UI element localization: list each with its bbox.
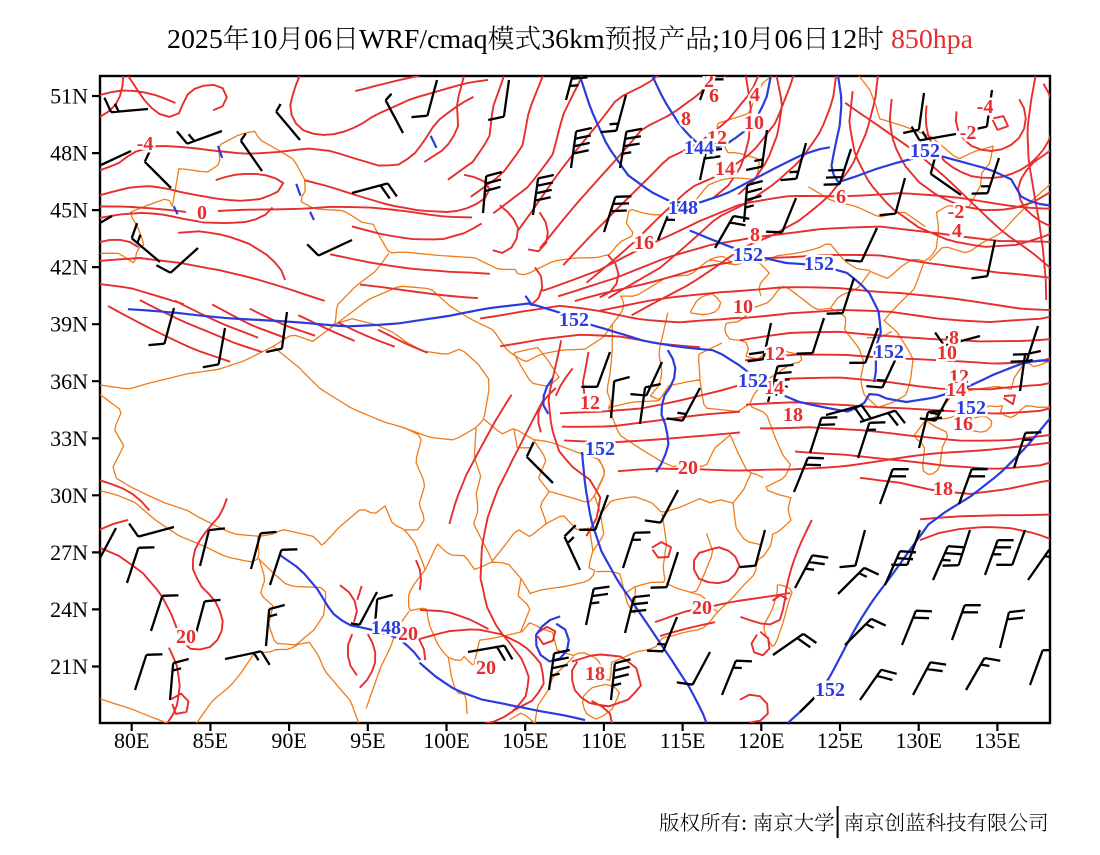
svg-text:12: 12 bbox=[765, 343, 785, 365]
svg-text:152: 152 bbox=[804, 253, 834, 275]
svg-text:16: 16 bbox=[953, 413, 973, 435]
svg-text:115E: 115E bbox=[660, 728, 706, 753]
svg-text:-2: -2 bbox=[948, 201, 965, 223]
svg-text:24N: 24N bbox=[50, 597, 88, 622]
svg-text:152: 152 bbox=[815, 679, 845, 701]
svg-text:45N: 45N bbox=[50, 198, 88, 223]
svg-text:152: 152 bbox=[874, 341, 904, 363]
svg-text:110E: 110E bbox=[581, 728, 627, 753]
svg-text:850hpa: 850hpa bbox=[891, 24, 973, 55]
svg-text:4: 4 bbox=[750, 84, 760, 106]
svg-text:20: 20 bbox=[176, 626, 196, 648]
svg-text:20: 20 bbox=[678, 457, 698, 479]
svg-text:18: 18 bbox=[585, 663, 605, 685]
svg-text:42N: 42N bbox=[50, 255, 88, 280]
svg-text:120E: 120E bbox=[738, 728, 784, 753]
svg-text:152: 152 bbox=[910, 140, 940, 162]
svg-text:6: 6 bbox=[836, 186, 846, 208]
svg-text:85E: 85E bbox=[193, 728, 228, 753]
svg-text:130E: 130E bbox=[895, 728, 941, 753]
svg-text:18: 18 bbox=[783, 404, 803, 426]
svg-text:8: 8 bbox=[949, 327, 959, 349]
svg-text:14: 14 bbox=[715, 158, 735, 180]
svg-text:20: 20 bbox=[692, 597, 712, 619]
svg-text:10: 10 bbox=[250, 24, 278, 55]
svg-text:100E: 100E bbox=[423, 728, 469, 753]
svg-text:152: 152 bbox=[733, 244, 763, 266]
svg-text:12: 12 bbox=[949, 366, 969, 388]
svg-text:4: 4 bbox=[952, 220, 962, 242]
svg-text:10: 10 bbox=[720, 24, 748, 55]
svg-text:2: 2 bbox=[704, 70, 714, 92]
svg-text:WRF/cmaq: WRF/cmaq bbox=[359, 24, 488, 55]
svg-text:30N: 30N bbox=[50, 483, 88, 508]
svg-text:6: 6 bbox=[709, 85, 719, 107]
svg-text:95E: 95E bbox=[350, 728, 385, 753]
svg-text:14: 14 bbox=[764, 377, 784, 399]
svg-text:20: 20 bbox=[398, 623, 418, 645]
svg-text:10: 10 bbox=[744, 112, 764, 134]
svg-text:14: 14 bbox=[946, 379, 966, 401]
svg-text:2025: 2025 bbox=[167, 24, 223, 55]
svg-text:36N: 36N bbox=[50, 369, 88, 394]
svg-text:90E: 90E bbox=[271, 728, 306, 753]
svg-text:8: 8 bbox=[681, 108, 691, 130]
svg-text:36km: 36km bbox=[541, 24, 605, 55]
svg-text:06: 06 bbox=[304, 24, 332, 55]
svg-text:105E: 105E bbox=[502, 728, 548, 753]
svg-text:148: 148 bbox=[371, 617, 401, 639]
svg-text:144: 144 bbox=[684, 137, 714, 159]
svg-text:48N: 48N bbox=[50, 141, 88, 166]
svg-text:;: ; bbox=[712, 24, 720, 55]
svg-text:152: 152 bbox=[738, 370, 768, 392]
svg-text:-4: -4 bbox=[977, 96, 994, 118]
svg-text:33N: 33N bbox=[50, 426, 88, 451]
svg-text:8: 8 bbox=[750, 224, 760, 246]
svg-text::: : bbox=[741, 810, 747, 835]
svg-text:10: 10 bbox=[937, 342, 957, 364]
svg-text:06: 06 bbox=[775, 24, 803, 55]
svg-text:-4: -4 bbox=[137, 133, 154, 155]
svg-text:16: 16 bbox=[634, 232, 654, 254]
svg-text:51N: 51N bbox=[50, 84, 88, 109]
svg-text:80E: 80E bbox=[114, 728, 149, 753]
svg-text:125E: 125E bbox=[817, 728, 863, 753]
svg-text:12: 12 bbox=[829, 24, 857, 55]
svg-text:10: 10 bbox=[733, 296, 753, 318]
svg-text:0: 0 bbox=[197, 202, 207, 224]
svg-text:21N: 21N bbox=[50, 654, 88, 679]
svg-text:39N: 39N bbox=[50, 312, 88, 337]
svg-text:20: 20 bbox=[476, 657, 496, 679]
svg-text:-2: -2 bbox=[960, 122, 977, 144]
svg-text:12: 12 bbox=[707, 127, 727, 149]
svg-text:27N: 27N bbox=[50, 540, 88, 565]
svg-text:135E: 135E bbox=[974, 728, 1020, 753]
svg-text:152: 152 bbox=[956, 397, 986, 419]
svg-text:12: 12 bbox=[580, 392, 600, 414]
svg-text:18: 18 bbox=[933, 478, 953, 500]
svg-text:148: 148 bbox=[668, 197, 698, 219]
svg-text:152: 152 bbox=[559, 309, 589, 331]
svg-text:152: 152 bbox=[585, 438, 615, 460]
